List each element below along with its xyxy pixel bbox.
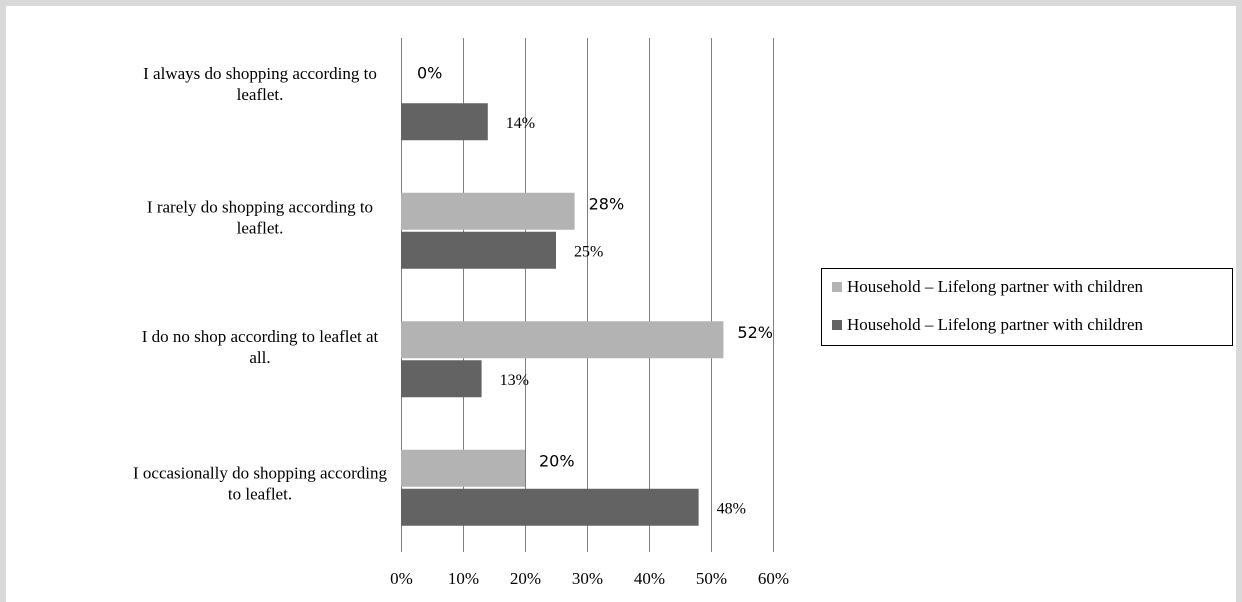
x-tick-label: 30% [572, 569, 603, 588]
bar [401, 321, 724, 359]
category-label-line: I occasionally do shopping according [133, 463, 387, 482]
legend-swatch [832, 282, 842, 292]
category-label-line: all. [249, 348, 270, 367]
legend-entry: Household – Lifelong partner with childr… [847, 315, 1144, 334]
category-label: I rarely do shopping according to leaflet… [147, 197, 373, 237]
data-label: 14% [506, 115, 535, 132]
bars [401, 103, 724, 526]
data-label: 48% [717, 500, 746, 517]
bar [401, 488, 699, 526]
data-label: 13% [500, 372, 529, 389]
value-labels: 0% 14% 28% 25% 52% 13% 20% 48% [417, 63, 773, 517]
category-label: I always do shopping according to leaflet… [143, 64, 377, 104]
category-label-line: I rarely do shopping according to [147, 197, 373, 216]
x-tick-label: 10% [448, 569, 479, 588]
category-label-line: leaflet. [237, 218, 284, 237]
category-label-line: leaflet. [237, 85, 284, 104]
x-tick-labels: 0% 10% 20% 30% 40% 50% 60% [390, 569, 789, 588]
bar [401, 360, 482, 398]
x-tick-label: 0% [390, 569, 413, 588]
legend-box [821, 268, 1233, 346]
category-label-line: I always do shopping according to [143, 64, 377, 83]
data-label: 25% [574, 243, 603, 260]
bar [401, 231, 556, 269]
category-label-line: I do no shop according to leaflet at [142, 327, 379, 346]
x-tick-label: 20% [510, 569, 541, 588]
bar [401, 192, 575, 230]
legend-swatch [832, 320, 842, 330]
bar [401, 103, 488, 141]
category-label: I do no shop according to leaflet at all. [142, 327, 379, 367]
category-label: I occasionally do shopping according to l… [133, 463, 387, 503]
data-label: 20% [539, 451, 575, 470]
x-tick-label: 50% [696, 569, 727, 588]
bar [401, 449, 525, 487]
legend: Household – Lifelong partner with childr… [821, 268, 1233, 346]
data-label: 52% [737, 323, 773, 342]
data-label: 0% [417, 63, 442, 82]
x-tick-label: 60% [758, 569, 789, 588]
x-tick-label: 40% [634, 569, 665, 588]
data-label: 28% [589, 194, 625, 213]
legend-entry: Household – Lifelong partner with childr… [847, 277, 1144, 296]
category-label-line: to leaflet. [228, 484, 292, 503]
category-labels: I always do shopping according to leaflet… [133, 64, 387, 504]
